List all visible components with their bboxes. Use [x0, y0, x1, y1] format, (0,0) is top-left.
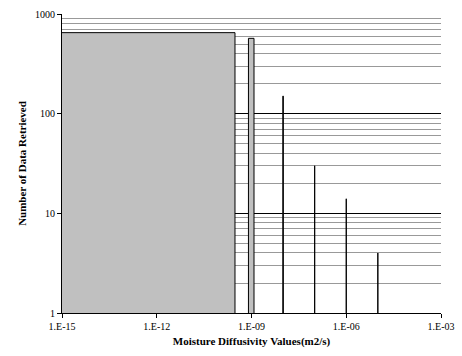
- svg-text:1: 1: [50, 308, 55, 319]
- svg-text:1.E-03: 1.E-03: [428, 321, 455, 332]
- svg-text:1.E-09: 1.E-09: [238, 321, 265, 332]
- svg-text:10: 10: [45, 208, 55, 219]
- svg-text:1000: 1000: [35, 9, 55, 20]
- svg-text:1.E-06: 1.E-06: [333, 321, 360, 332]
- svg-text:Number of Data Retrieved: Number of Data Retrieved: [16, 101, 28, 226]
- svg-text:1.E-15: 1.E-15: [49, 321, 76, 332]
- svg-text:Moisture Diffusivity Values(m2: Moisture Diffusivity Values(m2/s): [173, 335, 331, 348]
- svg-text:100: 100: [40, 108, 55, 119]
- svg-text:1.E-12: 1.E-12: [143, 321, 170, 332]
